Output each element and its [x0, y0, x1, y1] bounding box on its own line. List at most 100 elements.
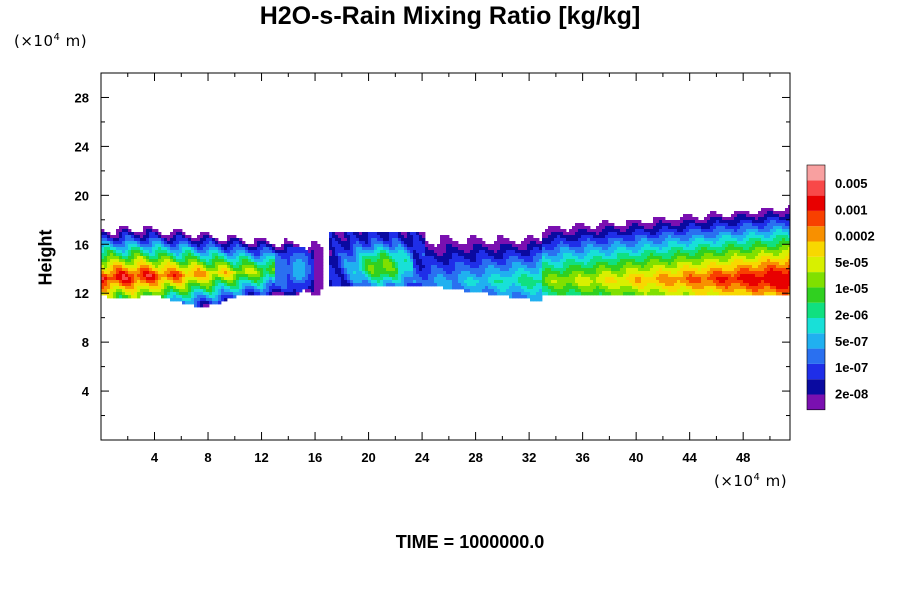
field-cell: [125, 265, 129, 269]
field-cell: [641, 253, 645, 257]
field-cell: [215, 298, 219, 302]
field-cell: [749, 253, 753, 257]
field-cell: [743, 271, 747, 275]
field-cell: [143, 262, 147, 266]
field-cell: [383, 238, 387, 242]
field-cell: [407, 253, 411, 257]
field-cell: [146, 265, 150, 269]
field-cell: [665, 247, 669, 251]
field-cell: [200, 289, 204, 293]
field-cell: [506, 265, 510, 269]
field-cell: [485, 253, 489, 257]
field-cell: [305, 286, 309, 290]
field-cell: [437, 256, 441, 260]
field-cell: [104, 244, 108, 248]
field-cell: [758, 241, 762, 245]
field-cell: [557, 265, 561, 269]
field-cell: [719, 292, 723, 296]
field-cell: [788, 274, 790, 278]
field-cell: [416, 232, 420, 236]
field-cell: [554, 259, 558, 263]
field-cell: [707, 214, 711, 218]
field-cell: [683, 277, 687, 281]
field-cell: [533, 292, 537, 296]
field-cell: [731, 220, 735, 224]
field-cell: [143, 241, 147, 245]
field-cell: [692, 256, 696, 260]
field-cell: [287, 241, 291, 245]
field-cell: [395, 280, 399, 284]
field-cell: [707, 259, 711, 263]
field-cell: [554, 289, 558, 293]
field-cell: [143, 283, 147, 287]
field-cell: [122, 226, 126, 230]
field-cell: [179, 250, 183, 254]
field-cell: [626, 268, 630, 272]
field-cell: [140, 274, 144, 278]
field-cell: [578, 271, 582, 275]
field-cell: [770, 208, 774, 212]
field-cell: [113, 277, 117, 281]
field-cell: [224, 289, 228, 293]
field-cell: [191, 274, 195, 278]
field-cell: [782, 244, 786, 248]
field-cell: [503, 292, 507, 296]
field-cell: [179, 286, 183, 290]
field-cell: [623, 286, 627, 290]
field-cell: [635, 268, 639, 272]
field-cell: [659, 220, 663, 224]
field-cell: [653, 235, 657, 239]
field-cell: [344, 256, 348, 260]
field-cell: [539, 259, 543, 263]
field-cell: [455, 241, 459, 245]
field-cell: [131, 256, 135, 260]
field-cell: [740, 241, 744, 245]
field-cell: [626, 262, 630, 266]
field-cell: [206, 292, 210, 296]
field-cell: [593, 277, 597, 281]
field-cell: [461, 286, 465, 290]
field-cell: [221, 265, 225, 269]
field-cell: [542, 253, 546, 257]
field-cell: [599, 244, 603, 248]
field-cell: [638, 289, 642, 293]
field-cell: [167, 277, 171, 281]
field-cell: [638, 229, 642, 233]
field-cell: [698, 292, 702, 296]
field-cell: [335, 250, 339, 254]
field-cell: [179, 244, 183, 248]
field-cell: [770, 244, 774, 248]
field-cell: [482, 250, 486, 254]
field-cell: [284, 292, 288, 296]
field-cell: [686, 256, 690, 260]
field-cell: [764, 247, 768, 251]
field-cell: [374, 244, 378, 248]
field-cell: [245, 247, 249, 251]
field-cell: [617, 277, 621, 281]
field-cell: [380, 244, 384, 248]
field-cell: [740, 289, 744, 293]
field-cell: [749, 229, 753, 233]
field-cell: [194, 247, 198, 251]
field-cell: [365, 241, 369, 245]
field-cell: [368, 265, 372, 269]
field-cell: [608, 244, 612, 248]
field-cell: [725, 274, 729, 278]
field-cell: [653, 259, 657, 263]
field-cell: [206, 235, 210, 239]
field-cell: [785, 274, 789, 278]
field-cell: [341, 277, 345, 281]
field-cell: [623, 244, 627, 248]
field-cell: [413, 262, 417, 266]
field-cell: [107, 289, 111, 293]
field-cell: [248, 283, 252, 287]
field-cell: [722, 262, 726, 266]
field-cell: [128, 274, 132, 278]
field-cell: [524, 244, 528, 248]
field-cell: [731, 289, 735, 293]
field-cell: [779, 211, 783, 215]
field-cell: [653, 223, 657, 227]
field-cell: [752, 217, 756, 221]
field-cell: [290, 292, 294, 296]
field-cell: [764, 244, 768, 248]
